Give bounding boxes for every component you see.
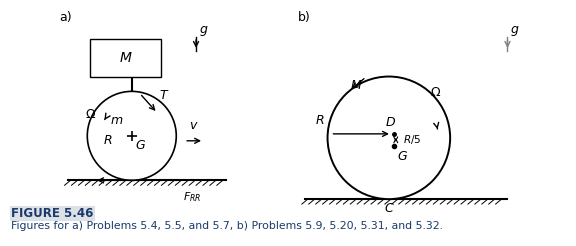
Text: b): b) (298, 11, 310, 24)
Text: $D$: $D$ (385, 116, 396, 129)
Text: FIGURE 5.46: FIGURE 5.46 (11, 207, 93, 220)
Text: $\Omega$: $\Omega$ (85, 108, 96, 121)
Circle shape (328, 77, 450, 199)
Text: $F_{RR}$: $F_{RR}$ (183, 190, 202, 204)
Bar (90, 39, 161, 77)
Text: $R/5$: $R/5$ (403, 133, 421, 146)
Text: $M$: $M$ (119, 51, 132, 65)
Text: $g$: $g$ (510, 24, 520, 38)
Text: $\Omega$: $\Omega$ (430, 86, 441, 99)
Text: $g$: $g$ (199, 24, 209, 38)
Text: $v$: $v$ (190, 119, 199, 132)
Text: Figures for a) Problems 5.4, 5.5, and 5.7, b) Problems 5.9, 5.20, 5.31, and 5.32: Figures for a) Problems 5.4, 5.5, and 5.… (11, 221, 443, 231)
Text: $G$: $G$ (135, 139, 146, 152)
Text: $m$: $m$ (110, 114, 124, 126)
Text: $T$: $T$ (160, 89, 170, 102)
Text: $C$: $C$ (384, 202, 394, 215)
Text: $M$: $M$ (350, 79, 362, 92)
Text: $R$: $R$ (315, 114, 325, 127)
Text: $G$: $G$ (397, 150, 408, 163)
Text: a): a) (59, 11, 72, 24)
Text: $R$: $R$ (103, 134, 112, 147)
Circle shape (88, 91, 176, 180)
